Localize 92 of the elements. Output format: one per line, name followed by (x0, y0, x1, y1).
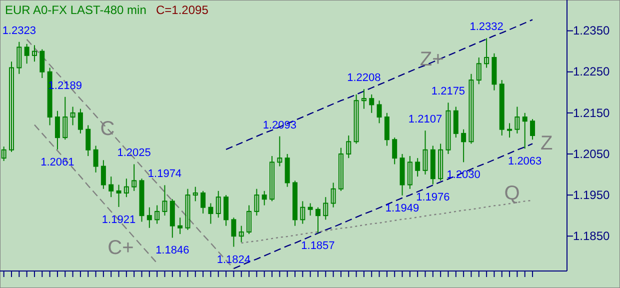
candlestick (453, 106, 458, 138)
candlestick (70, 106, 76, 126)
candlestick (338, 147, 344, 192)
candlestick (384, 112, 390, 146)
candlestick (246, 204, 252, 235)
candlestick (24, 43, 30, 64)
candlestick (62, 96, 68, 140)
candlestick (530, 118, 536, 140)
candlestick (16, 41, 22, 74)
candlestick (376, 100, 382, 124)
candlestick (200, 190, 206, 214)
candlestick (238, 225, 244, 243)
candlestick (100, 160, 106, 190)
candlestick (361, 88, 366, 110)
candlestick (392, 137, 398, 165)
y-tick-label: 1.2150 (573, 106, 610, 120)
series-label: Z+ (420, 48, 444, 70)
candlestick (315, 206, 320, 234)
candlestick (132, 164, 137, 192)
annotation: 1.1846 (156, 244, 190, 257)
candlestick (154, 204, 160, 224)
candlestick (93, 145, 98, 173)
candlestick (522, 112, 528, 150)
annotation: 1.2323 (2, 24, 36, 37)
chart-title: EUR A0-FX LAST-480 min (5, 3, 146, 17)
candlestick (461, 128, 466, 163)
annotation: 1.2332 (470, 21, 504, 34)
candlestick (323, 196, 328, 220)
candlestick (422, 130, 428, 176)
candlestick (484, 38, 490, 68)
annotation: 1.2025 (117, 147, 151, 160)
line-series (225, 19, 534, 150)
candlestick (354, 94, 359, 144)
candlestick (78, 108, 83, 134)
series-label: C+ (108, 236, 134, 259)
candlestick (178, 217, 183, 235)
candlestick (346, 135, 352, 159)
candlestick (277, 136, 282, 167)
candlestick (415, 158, 420, 178)
candlestick (446, 102, 451, 154)
candlestick (216, 190, 221, 218)
series-label: Q (504, 182, 520, 205)
candlestick (86, 124, 91, 157)
annotation: 1.1949 (385, 202, 420, 214)
candlestick (262, 190, 267, 206)
candlestick (438, 143, 444, 182)
candlestick (330, 182, 336, 208)
candlestick (231, 217, 236, 248)
candlestick (108, 176, 114, 198)
candlestick (476, 56, 482, 85)
annotation: 1.1921 (102, 214, 136, 226)
candlestick (192, 186, 198, 202)
candlestick (40, 48, 45, 79)
annotation: 1.1824 (216, 254, 251, 266)
annotation: 1.2063 (508, 156, 542, 168)
series-label: Z (540, 132, 553, 155)
candlestick (116, 184, 122, 208)
candlestick (208, 202, 214, 224)
candlestick (407, 156, 412, 190)
candlestick (146, 206, 152, 228)
candlestick (468, 73, 474, 144)
candlestick (124, 178, 129, 198)
candlestick (514, 106, 520, 134)
annotation: 1.1976 (416, 191, 450, 204)
annotation: 1.2175 (431, 86, 466, 98)
candlestick (8, 61, 14, 152)
series-label: C (100, 118, 115, 140)
candlestick (54, 110, 60, 150)
annotation: 1.2093 (262, 119, 296, 132)
chart-subtitle: C=1.2095 (156, 3, 209, 17)
candlestick (162, 184, 168, 216)
annotation: 1.1974 (148, 168, 182, 180)
y-tick-label: 1.2250 (573, 64, 610, 79)
y-tick-label: 1.2350 (573, 24, 610, 38)
candlestick (185, 188, 190, 230)
candlestick (369, 94, 374, 114)
candlestick (1, 146, 6, 162)
candlestick (507, 122, 512, 138)
y-tick-label: 1.2050 (573, 146, 610, 161)
candlestick (254, 188, 260, 216)
candlestick (308, 202, 313, 216)
candlestick (270, 156, 275, 202)
annotation: 1.2107 (408, 114, 442, 126)
candlestick (300, 200, 306, 224)
annotation: 1.2030 (446, 169, 480, 182)
annotation: 1.1857 (301, 240, 335, 252)
candlestick (224, 194, 229, 226)
annotation: 1.2208 (347, 72, 381, 84)
y-tick-label: 1.1950 (573, 188, 610, 202)
candlestick (32, 44, 37, 62)
y-tick-label: 1.1850 (573, 228, 610, 243)
annotation: 1.2061 (40, 156, 74, 168)
